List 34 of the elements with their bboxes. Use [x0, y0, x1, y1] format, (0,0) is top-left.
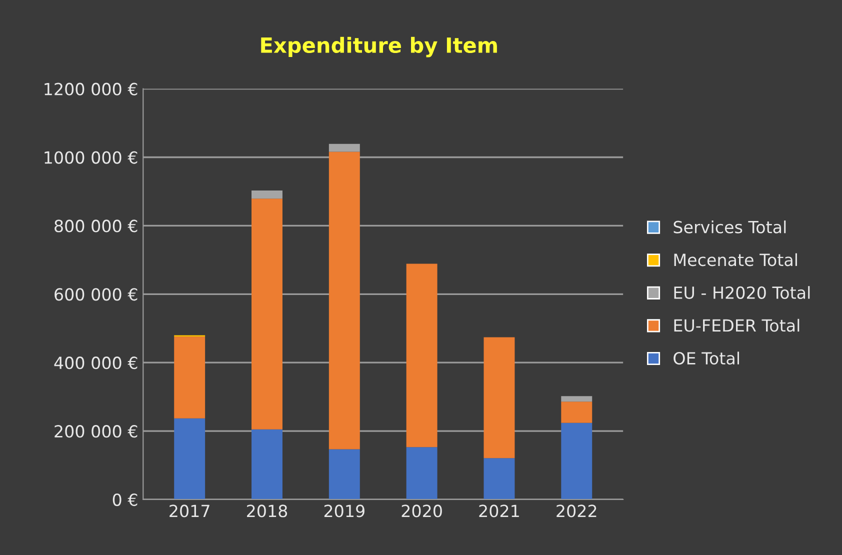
legend-label: EU - H2020 Total	[674, 286, 810, 299]
bar	[328, 152, 360, 450]
bar	[484, 337, 515, 458]
x-tick-label: 2022	[556, 504, 596, 518]
bar	[561, 402, 592, 423]
bar	[174, 336, 206, 418]
y-tick-label: 0 €	[112, 493, 138, 506]
legend-label: OE Total	[674, 352, 739, 365]
y-tick-label: 600 000 €	[54, 288, 138, 301]
bar	[252, 198, 282, 430]
bar	[174, 418, 206, 500]
bar	[252, 190, 282, 199]
x-tick-label: 2021	[479, 504, 519, 518]
bar	[406, 264, 438, 448]
x-tick-label: 2017	[170, 504, 210, 518]
x-tick-label: 2018	[247, 504, 288, 518]
bar	[561, 422, 592, 500]
y-tick-label: 1000 000 €	[44, 151, 138, 164]
chart-title: Expenditure by Item	[261, 36, 497, 58]
y-tick-label: 1200 000 €	[44, 82, 138, 96]
legend-label: Mecenate Total	[674, 253, 797, 266]
bar	[252, 429, 282, 500]
bar	[484, 458, 515, 500]
y-tick-label: 800 000 €	[54, 220, 138, 232]
bar	[406, 447, 438, 500]
bar	[561, 396, 592, 402]
bar	[328, 144, 360, 152]
y-tick-label: 400 000 €	[54, 356, 138, 370]
x-tick-label: 2019	[324, 504, 364, 518]
legend-label: EU-FEDER Total	[674, 318, 800, 332]
y-tick-label: 200 000 €	[54, 425, 138, 438]
legend-label: Services Total	[674, 220, 786, 234]
bar	[328, 449, 360, 500]
x-tick-label: 2020	[402, 504, 442, 518]
